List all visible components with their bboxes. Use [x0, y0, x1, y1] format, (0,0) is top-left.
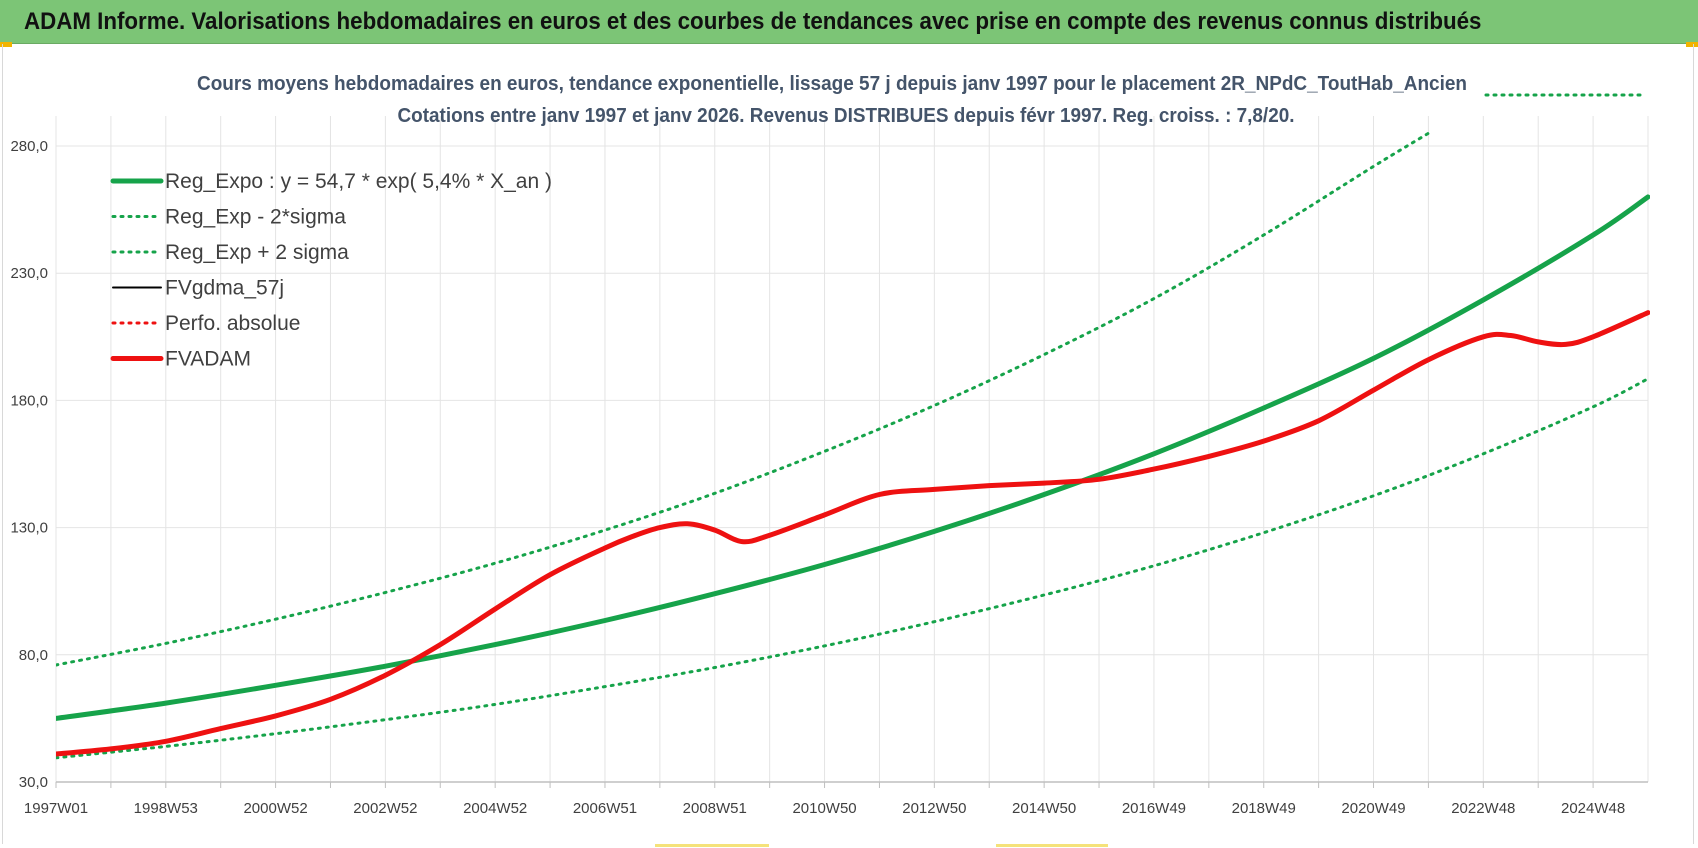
chart-grid [55, 116, 1649, 783]
x-tick-label: 1997W01 [24, 800, 88, 817]
bottom-marker-2 [996, 844, 1108, 847]
legend-minus-sigma-label: Reg_Exp - 2*sigma [165, 206, 346, 229]
legend-fvadam-label: FVADAM [165, 348, 251, 371]
plus-sigma-line [56, 132, 1430, 667]
x-tick-label: 2004W52 [463, 800, 527, 817]
x-tick-label: 2020W49 [1341, 800, 1405, 817]
y-tick-label: 130,0 [10, 520, 48, 537]
legend-plus-sigma-label: Reg_Exp + 2 sigma [165, 241, 349, 264]
regression-line [56, 194, 1650, 721]
x-tick-label: 2002W52 [353, 800, 417, 817]
x-tick-label: 1998W53 [134, 800, 198, 817]
fvadam-line [56, 310, 1650, 757]
legend-fvgdma-label: FVgdma_57j [165, 277, 284, 300]
x-tick-label: 2012W50 [902, 800, 966, 817]
banner-title: ADAM Informe. Valorisations hebdomadaire… [24, 8, 1482, 35]
minus-sigma-line [56, 377, 1650, 760]
corner-marker-right [1686, 42, 1698, 47]
corner-marker-left [0, 42, 12, 47]
chart-legend: Reg_Expo : y = 54,7 * exp( 5,4% * X_an )… [110, 170, 552, 371]
y-tick-label: 30,0 [19, 774, 48, 791]
bottom-marker-1 [655, 844, 769, 847]
legend-perfo-absolue-label: Perfo. absolue [165, 312, 300, 335]
chart-title: Cours moyens hebdomadaires en euros, ten… [197, 73, 1467, 95]
chart-frame [2, 44, 1694, 844]
y-tick-label: 280,0 [10, 138, 48, 155]
x-tick-label: 2024W48 [1561, 800, 1625, 817]
x-tick-label: 2010W50 [792, 800, 856, 817]
chart-series [56, 132, 1650, 760]
x-tick-label: 2016W49 [1122, 800, 1186, 817]
x-tick-label: 2000W52 [243, 800, 307, 817]
perfo-absolue-line [56, 311, 1650, 756]
y-tick-label: 180,0 [10, 392, 48, 409]
chart-axes: 30,0 80,0 130,0 180,0 230,0 280,0 1997W01 1998W… [10, 138, 1648, 817]
chart-subtitle: Cotations entre janv 1997 et janv 2026. … [398, 105, 1295, 127]
fvgdma-line [56, 311, 1649, 755]
x-tick-label: 2014W50 [1012, 800, 1076, 817]
x-tick-label: 2006W51 [573, 800, 637, 817]
x-tick-label: 2008W51 [683, 800, 747, 817]
title-banner: ADAM Informe. Valorisations hebdomadaire… [0, 0, 1698, 44]
y-tick-label: 230,0 [10, 265, 48, 282]
y-tick-label: 80,0 [19, 647, 48, 664]
x-tick-label: 2022W48 [1451, 800, 1515, 817]
legend-regression-label: Reg_Expo : y = 54,7 * exp( 5,4% * X_an ) [165, 170, 552, 193]
x-tick-label: 2018W49 [1232, 800, 1296, 817]
